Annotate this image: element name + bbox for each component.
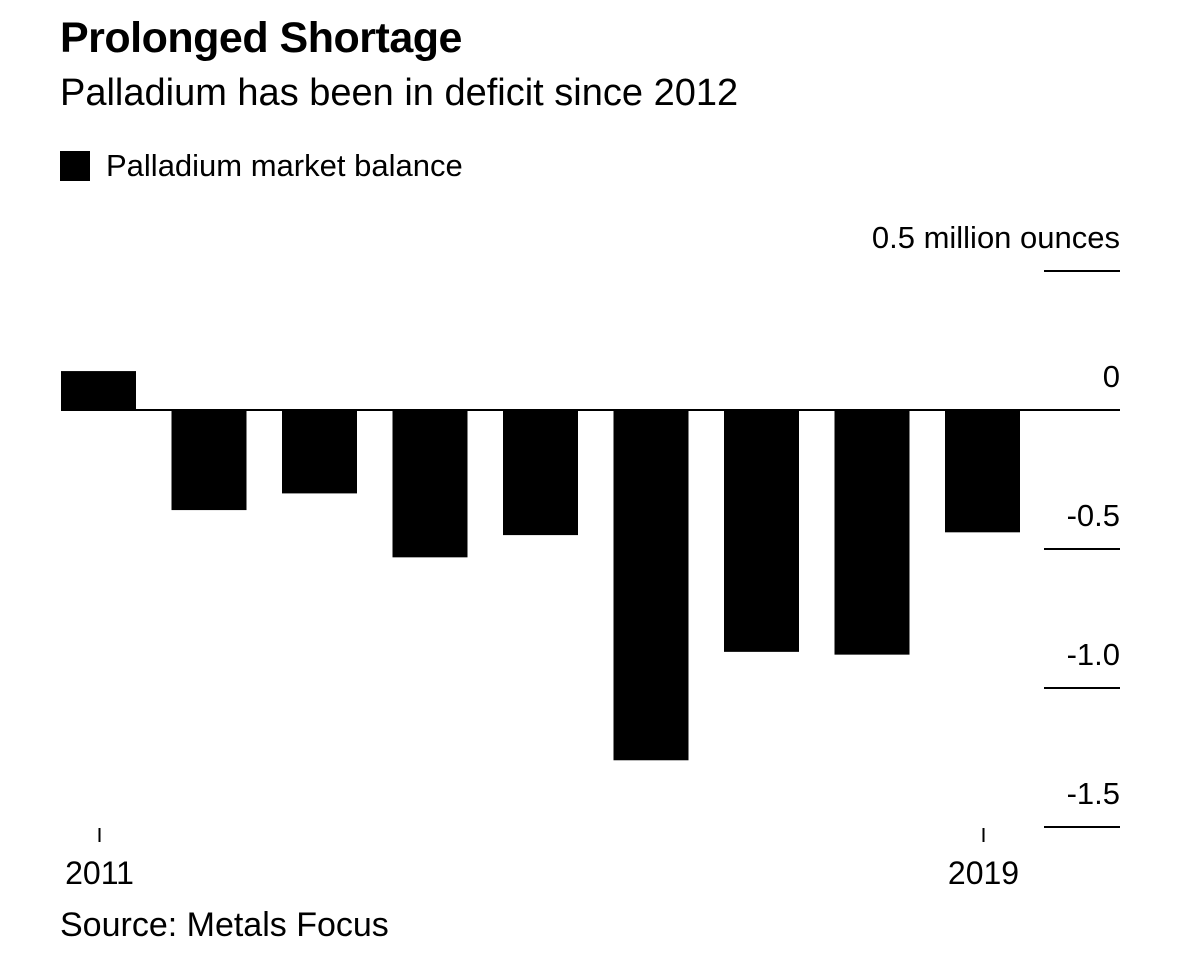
legend-swatch [60, 151, 90, 181]
bar-2019 [945, 410, 1020, 533]
x-axis: 2011 2019 [65, 828, 1019, 891]
legend: Palladium market balance [60, 146, 463, 186]
bar-2011 [61, 371, 136, 410]
bar-2012 [171, 410, 247, 511]
y-tick-label: -0.5 [1067, 498, 1120, 533]
y-tick-label: 0.5 million ounces [872, 220, 1120, 255]
y-tick-label: -1.0 [1067, 637, 1120, 672]
x-tick-label: 2011 [65, 855, 134, 891]
y-tick-label: -1.5 [1067, 776, 1120, 811]
bar-2017 [724, 410, 799, 652]
y-tick-label: 0 [1103, 359, 1120, 394]
bar-2018 [834, 410, 910, 655]
chart-subtitle: Palladium has been in deficit since 2012 [60, 72, 739, 114]
bar-2014 [392, 410, 468, 558]
bar-2015 [503, 410, 578, 536]
legend-label: Palladium market balance [106, 148, 463, 183]
bars [61, 371, 1020, 761]
bar-2016 [613, 410, 689, 761]
x-tick-label: 2019 [948, 855, 1019, 891]
source-note: Source: Metals Focus [60, 906, 389, 944]
y-axis: 0.5 million ounces 0 -0.5 -1.0 -1.5 [872, 220, 1120, 828]
chart-title: Prolonged Shortage [60, 14, 462, 62]
bar-2013 [282, 410, 357, 494]
